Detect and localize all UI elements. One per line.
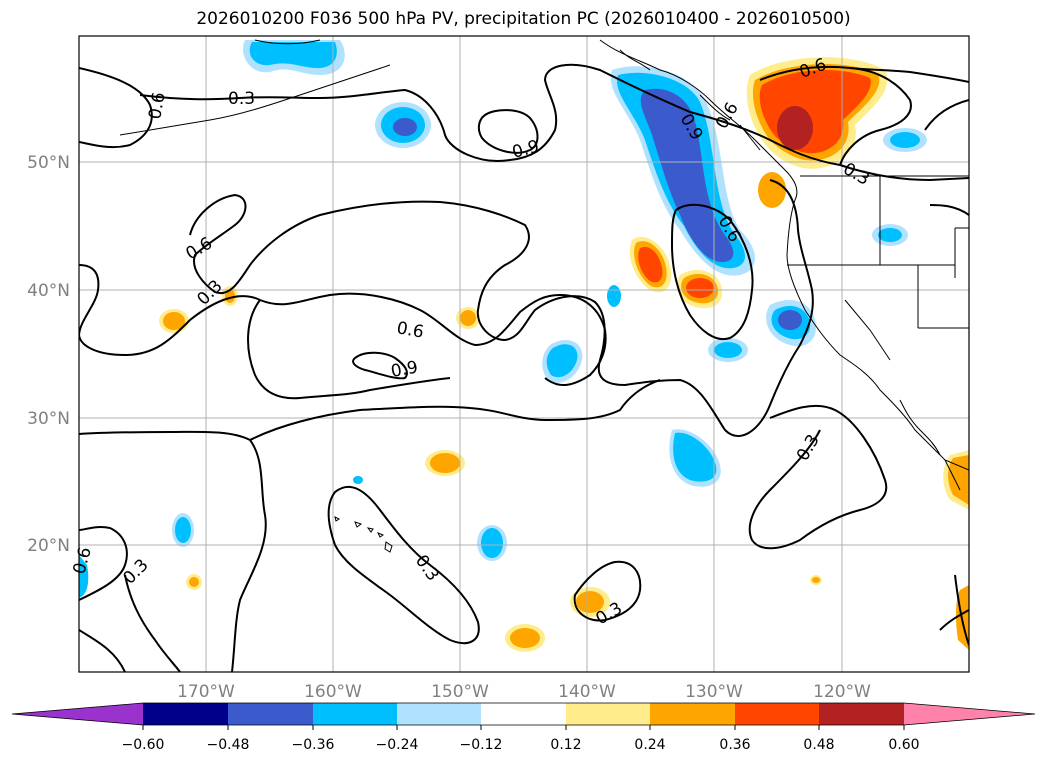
colorbar-segment (819, 703, 904, 725)
lat-tick-label: 40°N (27, 281, 70, 301)
precip-shading (79, 40, 969, 652)
lat-tick-label: 30°N (27, 409, 70, 429)
colorbar-segment (650, 703, 735, 725)
colorbar-segment (143, 703, 228, 725)
colorbar-segment (481, 703, 566, 725)
pv-contours (79, 63, 969, 672)
lon-tick-label: 120°W (813, 682, 871, 702)
colorbar-tick-label: −0.48 (207, 737, 250, 753)
colorbar-segment (397, 703, 481, 725)
lon-tick-label: 140°W (558, 682, 616, 702)
lat-tick-label: 20°N (27, 536, 70, 556)
map-frame (78, 35, 970, 673)
colorbar-tick-label: 0.12 (550, 737, 581, 753)
latitude-tick-labels: 50°N 40°N 30°N 20°N (27, 153, 70, 556)
colorbar-tick-label: −0.36 (292, 737, 335, 753)
colorbar-segment (735, 703, 819, 725)
contour-label: 0.9 (389, 358, 419, 382)
country-borders (787, 175, 969, 361)
contour-label: 0.6 (395, 318, 425, 342)
colorbar-tick-label: −0.12 (460, 737, 503, 753)
hawaii-islands (334, 516, 393, 553)
colorbar-tick-label: −0.24 (376, 737, 419, 753)
lon-tick-label: 130°W (685, 682, 743, 702)
colorbar-extend-max (904, 703, 1035, 725)
lon-tick-label: 160°W (304, 682, 362, 702)
colorbar-tick-label: 0.24 (634, 737, 665, 753)
colorbar-extend-min (12, 703, 143, 725)
longitude-tick-labels: 170°W 160°W 150°W 140°W 130°W 120°W (177, 682, 871, 702)
lon-tick-label: 170°W (177, 682, 235, 702)
lon-tick-label: 150°W (431, 682, 489, 702)
colorbar-segment (566, 703, 650, 725)
lat-tick-label: 50°N (27, 153, 70, 173)
colorbar-segment (228, 703, 313, 725)
colorbar-tick-label: 0.48 (803, 737, 834, 753)
colorbar-tick-label: 0.36 (719, 737, 750, 753)
map-title: 2026010200 F036 500 hPa PV, precipitatio… (196, 9, 851, 29)
colorbar-segment (313, 703, 397, 725)
contour-label: 0.6 (145, 91, 169, 121)
map-content (79, 36, 969, 672)
coastlines (119, 39, 969, 491)
colorbar: −0.60 −0.48 −0.36 −0.24 −0.12 0.12 0.24 … (11, 702, 1036, 753)
colorbar-tick-label: 0.60 (888, 737, 919, 753)
colorbar-tick-label: −0.60 (122, 737, 165, 753)
contour-label: 0.3 (228, 89, 255, 109)
